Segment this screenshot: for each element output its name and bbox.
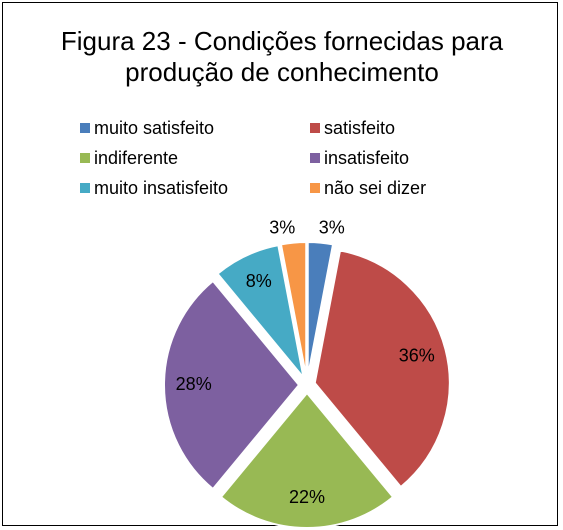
legend-swatch [310, 183, 320, 193]
data-label: 36% [399, 346, 435, 366]
legend-swatch [80, 153, 90, 163]
legend-label: muito insatisfeito [94, 178, 228, 198]
legend-label: indiferente [94, 148, 178, 168]
data-label: 3% [269, 217, 295, 237]
legend-swatch [310, 153, 320, 163]
legend-label: insatisfeito [324, 148, 409, 168]
legend-swatch [310, 123, 320, 133]
data-label: 22% [289, 487, 325, 507]
pie-slice [163, 279, 301, 491]
data-label: 8% [246, 271, 272, 291]
legend-label: satisfeito [324, 118, 395, 138]
legend-swatch [80, 123, 90, 133]
pie-slice [219, 391, 395, 529]
data-label: 3% [319, 217, 345, 237]
legend-label: muito satisfeito [94, 118, 214, 138]
legend-swatch [80, 183, 90, 193]
pie-slice [279, 241, 308, 378]
pie-slice [216, 243, 305, 379]
chart-title: Figura 23 - Condições fornecidas para pr… [60, 26, 504, 87]
pie-slice [313, 249, 451, 489]
data-label: 28% [176, 374, 212, 394]
legend-label: não sei dizer [324, 178, 426, 198]
pie-slice [306, 241, 335, 378]
